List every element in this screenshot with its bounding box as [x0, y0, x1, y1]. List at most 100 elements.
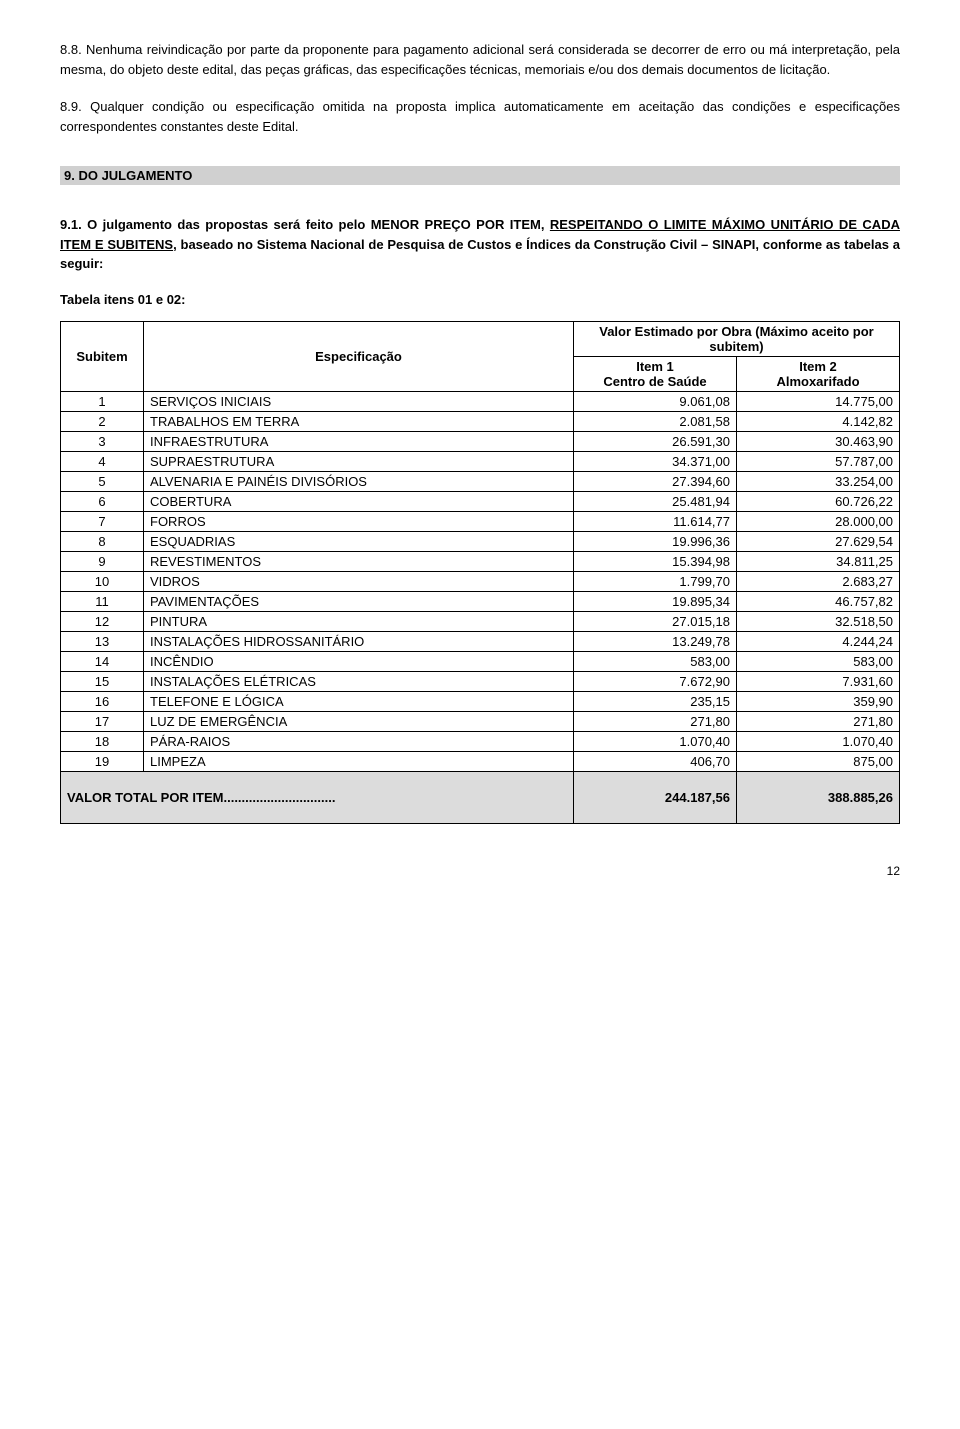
cell-v1: 27.394,60: [574, 471, 737, 491]
th-item2: Item 2 Almoxarifado: [737, 356, 900, 391]
cell-espec: REVESTIMENTOS: [144, 551, 574, 571]
table-row: 1SERVIÇOS INICIAIS9.061,0814.775,00: [61, 391, 900, 411]
cell-subitem: 6: [61, 491, 144, 511]
cell-v1: 583,00: [574, 651, 737, 671]
cell-v2: 583,00: [737, 651, 900, 671]
table-row: 9REVESTIMENTOS15.394,9834.811,25: [61, 551, 900, 571]
table-row: 15INSTALAÇÕES ELÉTRICAS7.672,907.931,60: [61, 671, 900, 691]
cell-v2: 4.244,24: [737, 631, 900, 651]
para-9-1-tail: , baseado no Sistema Nacional de Pesquis…: [60, 237, 900, 272]
table-row: 3INFRAESTRUTURA26.591,3030.463,90: [61, 431, 900, 451]
cell-espec: SERVIÇOS INICIAIS: [144, 391, 574, 411]
cell-espec: INSTALAÇÕES HIDROSSANITÁRIO: [144, 631, 574, 651]
cell-v1: 1.070,40: [574, 731, 737, 751]
cell-subitem: 4: [61, 451, 144, 471]
table-row: 12PINTURA27.015,1832.518,50: [61, 611, 900, 631]
th-valor: Valor Estimado por Obra (Máximo aceito p…: [574, 321, 900, 356]
cell-v2: 34.811,25: [737, 551, 900, 571]
table-row: 19LIMPEZA406,70875,00: [61, 751, 900, 771]
cell-subitem: 11: [61, 591, 144, 611]
cell-subitem: 7: [61, 511, 144, 531]
cell-v2: 4.142,82: [737, 411, 900, 431]
cell-subitem: 3: [61, 431, 144, 451]
cell-v1: 13.249,78: [574, 631, 737, 651]
cell-v1: 406,70: [574, 751, 737, 771]
total-v1: 244.187,56: [574, 771, 737, 823]
cell-espec: LUZ DE EMERGÊNCIA: [144, 711, 574, 731]
cell-v2: 1.070,40: [737, 731, 900, 751]
paragraph-9-1: 9.1. O julgamento das propostas será fei…: [60, 215, 900, 274]
cell-subitem: 19: [61, 751, 144, 771]
cell-v2: 27.629,54: [737, 531, 900, 551]
total-v2: 388.885,26: [737, 771, 900, 823]
cell-v1: 2.081,58: [574, 411, 737, 431]
cell-v2: 14.775,00: [737, 391, 900, 411]
cell-espec: INCÊNDIO: [144, 651, 574, 671]
th-espec: Especificação: [144, 321, 574, 391]
cell-subitem: 16: [61, 691, 144, 711]
cell-espec: INFRAESTRUTURA: [144, 431, 574, 451]
cell-espec: SUPRAESTRUTURA: [144, 451, 574, 471]
table-row: 10VIDROS1.799,702.683,27: [61, 571, 900, 591]
cell-espec: LIMPEZA: [144, 751, 574, 771]
th-item2-line1: Item 2: [799, 359, 837, 374]
cell-subitem: 2: [61, 411, 144, 431]
cell-v1: 7.672,90: [574, 671, 737, 691]
th-item1-line2: Centro de Saúde: [603, 374, 706, 389]
cell-v2: 32.518,50: [737, 611, 900, 631]
cell-espec: COBERTURA: [144, 491, 574, 511]
table-row: 4SUPRAESTRUTURA34.371,0057.787,00: [61, 451, 900, 471]
cell-espec: ALVENARIA E PAINÉIS DIVISÓRIOS: [144, 471, 574, 491]
cell-subitem: 17: [61, 711, 144, 731]
total-label: VALOR TOTAL POR ITEM....................…: [61, 771, 574, 823]
cell-v1: 271,80: [574, 711, 737, 731]
section-9-header: 9. DO JULGAMENTO: [60, 166, 900, 185]
cell-v2: 57.787,00: [737, 451, 900, 471]
th-subitem: Subitem: [61, 321, 144, 391]
table-row: 2TRABALHOS EM TERRA2.081,584.142,82: [61, 411, 900, 431]
th-item2-line2: Almoxarifado: [776, 374, 859, 389]
table-row: 5ALVENARIA E PAINÉIS DIVISÓRIOS27.394,60…: [61, 471, 900, 491]
cell-v1: 11.614,77: [574, 511, 737, 531]
paragraph-8-9: 8.9. Qualquer condição ou especificação …: [60, 97, 900, 136]
cell-subitem: 15: [61, 671, 144, 691]
cell-subitem: 13: [61, 631, 144, 651]
table-row: 6COBERTURA25.481,9460.726,22: [61, 491, 900, 511]
table-row: 14INCÊNDIO583,00583,00: [61, 651, 900, 671]
cell-subitem: 9: [61, 551, 144, 571]
cell-v2: 875,00: [737, 751, 900, 771]
cell-v1: 9.061,08: [574, 391, 737, 411]
cell-v1: 235,15: [574, 691, 737, 711]
total-row: VALOR TOTAL POR ITEM....................…: [61, 771, 900, 823]
table-row: 17LUZ DE EMERGÊNCIA271,80271,80: [61, 711, 900, 731]
cell-subitem: 10: [61, 571, 144, 591]
cell-espec: PINTURA: [144, 611, 574, 631]
cell-espec: INSTALAÇÕES ELÉTRICAS: [144, 671, 574, 691]
cell-espec: TRABALHOS EM TERRA: [144, 411, 574, 431]
cell-espec: ESQUADRIAS: [144, 531, 574, 551]
cell-v2: 30.463,90: [737, 431, 900, 451]
cell-v1: 15.394,98: [574, 551, 737, 571]
th-item1-line1: Item 1: [636, 359, 674, 374]
cell-v2: 28.000,00: [737, 511, 900, 531]
cell-v2: 60.726,22: [737, 491, 900, 511]
tabela-label: Tabela itens 01 e 02:: [60, 292, 900, 307]
table-row: 11PAVIMENTAÇÕES19.895,3446.757,82: [61, 591, 900, 611]
table-row: 8ESQUADRIAS19.996,3627.629,54: [61, 531, 900, 551]
page-number: 12: [60, 864, 900, 878]
cell-v1: 19.895,34: [574, 591, 737, 611]
cell-espec: PÁRA-RAIOS: [144, 731, 574, 751]
table-row: 16TELEFONE E LÓGICA235,15359,90: [61, 691, 900, 711]
cell-v2: 2.683,27: [737, 571, 900, 591]
cell-v1: 27.015,18: [574, 611, 737, 631]
cell-v2: 7.931,60: [737, 671, 900, 691]
cell-subitem: 14: [61, 651, 144, 671]
cost-table: Subitem Especificação Valor Estimado por…: [60, 321, 900, 824]
cell-v2: 359,90: [737, 691, 900, 711]
cell-subitem: 8: [61, 531, 144, 551]
cell-subitem: 12: [61, 611, 144, 631]
cell-espec: FORROS: [144, 511, 574, 531]
table-row: 7FORROS11.614,7728.000,00: [61, 511, 900, 531]
table-row: 18PÁRA-RAIOS1.070,401.070,40: [61, 731, 900, 751]
paragraph-8-8: 8.8. Nenhuma reivindicação por parte da …: [60, 40, 900, 79]
